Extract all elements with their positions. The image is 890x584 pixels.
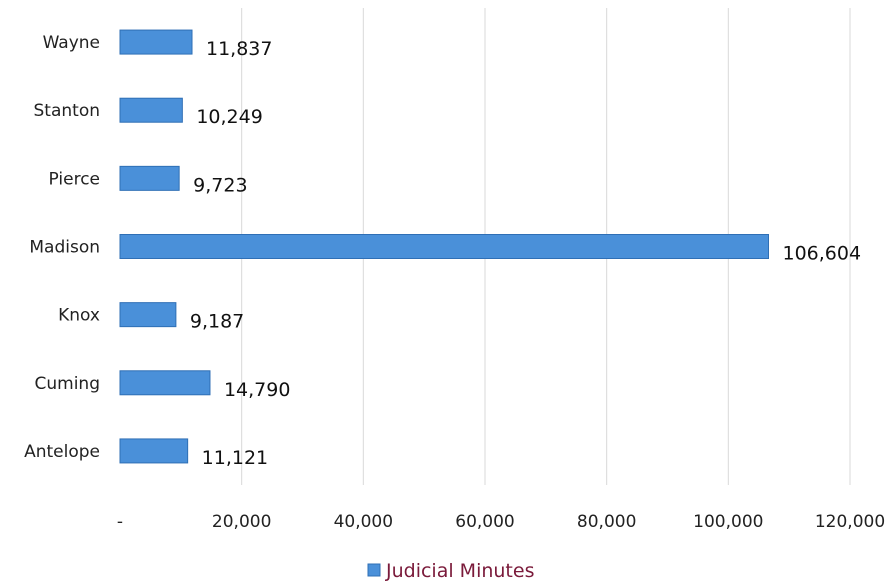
value-label-madison: 106,604 bbox=[783, 243, 862, 265]
legend: Judicial Minutes bbox=[367, 560, 534, 582]
bars bbox=[119, 29, 770, 464]
x-tick-label: - bbox=[117, 512, 123, 532]
value-label-cuming: 14,790 bbox=[224, 379, 290, 401]
value-label-pierce: 9,723 bbox=[193, 174, 247, 196]
category-label-stanton: Stanton bbox=[34, 101, 101, 121]
value-label-stanton: 10,249 bbox=[196, 106, 262, 128]
category-labels: Wayne Stanton Pierce Madison Knox Cuming Antel… bbox=[24, 33, 100, 462]
x-axis-tick-labels: - 20,000 40,000 60,000 80,000 100,000 120,000 bbox=[117, 512, 885, 532]
x-tick-label: 120,000 bbox=[815, 512, 885, 532]
x-tick-label: 20,000 bbox=[212, 512, 271, 532]
bar-antelope bbox=[119, 438, 189, 464]
category-label-wayne: Wayne bbox=[43, 33, 100, 53]
category-label-cuming: Cuming bbox=[35, 374, 101, 394]
bar-cuming bbox=[119, 370, 211, 396]
category-label-madison: Madison bbox=[29, 238, 100, 258]
category-label-antelope: Antelope bbox=[24, 442, 100, 462]
bar-stanton bbox=[119, 97, 183, 123]
value-label-wayne: 11,837 bbox=[206, 38, 272, 60]
legend-label: Judicial Minutes bbox=[385, 560, 534, 582]
bar-pierce bbox=[119, 165, 180, 191]
bar-madison bbox=[119, 234, 770, 259]
x-tick-label: 60,000 bbox=[455, 512, 514, 532]
x-tick-label: 40,000 bbox=[334, 512, 393, 532]
x-tick-label: 80,000 bbox=[577, 512, 636, 532]
bar-knox bbox=[119, 302, 177, 328]
x-tick-label: 100,000 bbox=[693, 512, 763, 532]
legend-swatch bbox=[367, 563, 381, 577]
category-label-pierce: Pierce bbox=[49, 169, 100, 189]
value-labels: 11,837 10,249 9,723 106,604 9,187 14,790 11,12… bbox=[190, 38, 861, 469]
value-label-antelope: 11,121 bbox=[202, 447, 268, 469]
value-label-knox: 9,187 bbox=[190, 311, 244, 333]
category-label-knox: Knox bbox=[58, 306, 100, 326]
bar-wayne bbox=[119, 29, 193, 55]
